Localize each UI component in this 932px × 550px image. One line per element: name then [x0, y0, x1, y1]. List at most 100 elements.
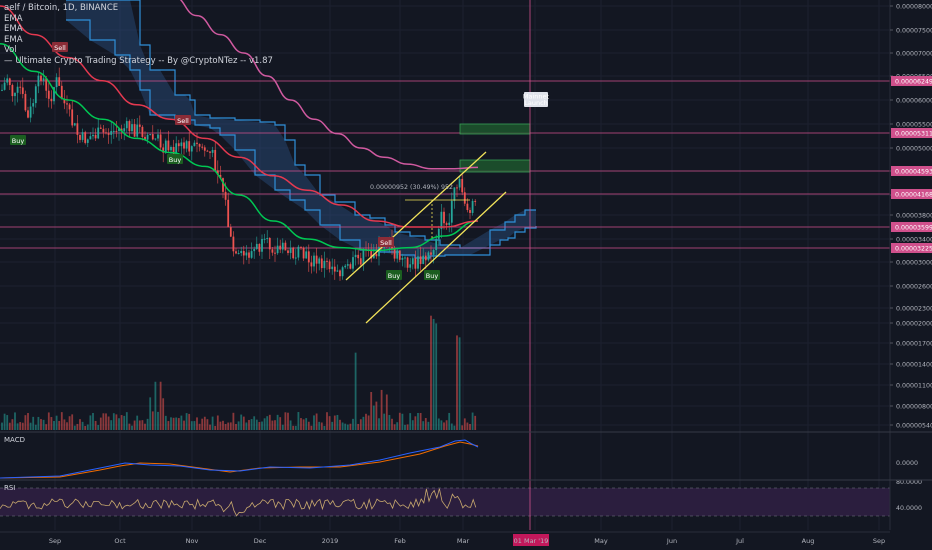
candle-body: [279, 245, 282, 250]
volume-bar: [183, 420, 185, 430]
volume-bar: [471, 412, 474, 430]
candle-body: [253, 248, 256, 252]
legend-strategy[interactable]: — Ultimate Crypto Trading Strategy -- By…: [4, 55, 273, 66]
candle-body: [159, 134, 162, 148]
volume-bar: [84, 425, 87, 430]
candle-body: [424, 255, 427, 261]
candle-body: [172, 147, 175, 155]
candle-body: [24, 93, 27, 111]
candle-body: [240, 251, 243, 254]
volume-bar: [185, 413, 188, 430]
event-tag: [524, 92, 548, 107]
candle-body: [6, 78, 9, 83]
candle-body: [53, 87, 55, 102]
time-tick-label: Oct: [114, 537, 126, 545]
candle-body: [167, 140, 170, 151]
volume-bar: [453, 425, 456, 430]
price-tick-label: 0.00003400: [896, 236, 932, 243]
volume-bar: [107, 416, 110, 430]
candle-body: [71, 109, 74, 126]
legend-volume[interactable]: Vol: [4, 45, 17, 56]
volume-bar: [237, 421, 240, 430]
candle-body: [398, 250, 401, 260]
measure-tool[interactable]: 0.00000952 (30.49%) 952: [370, 184, 470, 240]
candle-body: [123, 128, 126, 132]
candle-body: [193, 142, 196, 147]
volume-bar: [404, 424, 406, 430]
volume-bar: [29, 422, 32, 430]
candle-body: [445, 223, 448, 225]
volume-bar: [222, 420, 224, 430]
candle-body: [188, 141, 191, 152]
time-tick-label: Mar: [457, 537, 470, 545]
candle-body: [3, 82, 6, 90]
price-level-label: 0.00004593: [895, 168, 932, 175]
volume-bar: [151, 411, 154, 430]
volume-bar: [216, 415, 219, 430]
volume-bar: [224, 423, 227, 430]
legend-ema-3[interactable]: EMA: [4, 34, 23, 45]
candle-body: [185, 141, 188, 149]
trend-channel[interactable]: [345, 151, 507, 324]
signal-label: Sell: [177, 117, 189, 125]
price-level-tag: [891, 222, 932, 232]
candle-body: [469, 210, 471, 213]
candle-body: [180, 142, 183, 147]
legend-ema-2[interactable]: EMA: [4, 24, 23, 35]
symbol-title[interactable]: aelf / Bitcoin, 1D, BINANCE: [4, 3, 119, 13]
volume-bar: [297, 412, 300, 430]
cloud-upper-line: [66, 0, 536, 249]
legend-ema-1[interactable]: EMA: [4, 13, 23, 24]
volume-bar: [385, 394, 388, 430]
volume-bar: [47, 412, 50, 430]
volume-bar: [196, 417, 198, 430]
ema-lines: [0, 0, 479, 252]
candle-body: [86, 139, 89, 143]
volume-bar: [253, 416, 256, 430]
candle-body: [206, 150, 209, 152]
candle-body: [328, 261, 331, 270]
volume-bar: [128, 423, 131, 430]
candle-body: [461, 178, 464, 193]
volume-bar: [268, 414, 271, 430]
volume-bar: [172, 417, 175, 430]
event-date-label: 01 Mar '19: [514, 537, 549, 545]
candle-body: [326, 260, 328, 262]
time-axis[interactable]: SepOctNovDec2019FebMarAprMayJunJulAugSep…: [0, 531, 890, 546]
candle-body: [227, 199, 230, 228]
candle-body: [271, 249, 274, 253]
price-axis[interactable]: 0.000080000.000075000.000070000.00006500…: [889, 0, 932, 530]
volume-bar: [40, 419, 42, 430]
candle-body: [440, 211, 443, 229]
candle-body: [372, 253, 375, 259]
candle-body: [68, 104, 71, 110]
volume-bar: [396, 422, 399, 430]
volume-bar: [474, 415, 477, 430]
price-tick-label: 0.00003800: [896, 212, 932, 219]
candle-body: [320, 258, 323, 269]
candle-body: [419, 256, 422, 264]
volume-bar: [240, 414, 243, 430]
candle-body: [263, 238, 266, 240]
price-level-label: 0.00003599: [895, 224, 932, 231]
volume-bar: [219, 421, 222, 430]
volume-bar: [456, 335, 458, 430]
volume-bar: [92, 412, 94, 430]
candle-body: [16, 86, 19, 93]
candle-body: [151, 134, 154, 140]
volume-bar: [320, 422, 323, 430]
candle-body: [261, 239, 263, 252]
volume-bar: [326, 412, 328, 430]
volume-bar: [300, 418, 302, 430]
candle-body: [331, 266, 334, 270]
volume-bar: [292, 425, 295, 430]
grid-lines: [0, 0, 890, 530]
candle-body: [141, 126, 144, 137]
candle-body: [313, 255, 315, 267]
candle-body: [27, 110, 29, 118]
signal-label: Sell: [380, 239, 392, 247]
price-level-label: 0.00005311: [895, 130, 932, 137]
candle-body: [339, 270, 341, 277]
cloud-band: [66, 0, 537, 259]
